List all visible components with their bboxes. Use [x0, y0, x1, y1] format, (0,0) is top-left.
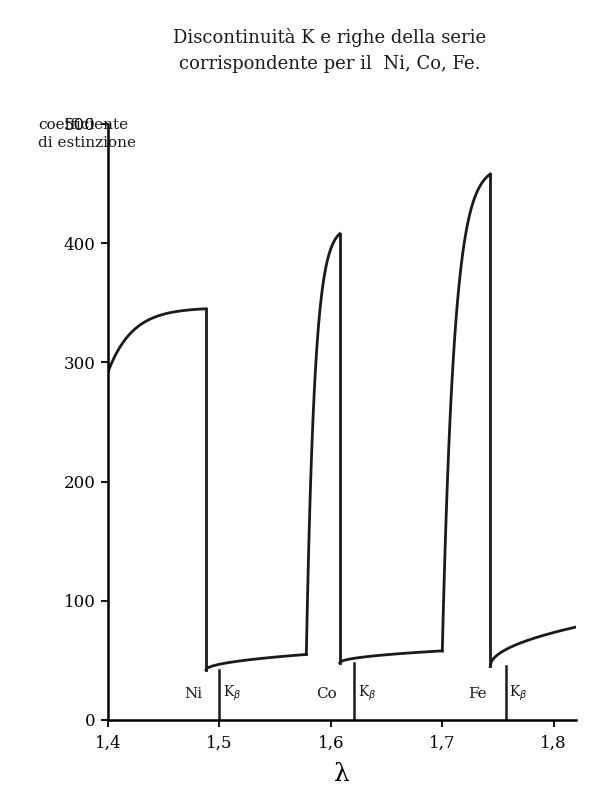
Text: Fe: Fe	[468, 686, 487, 701]
Text: K$_\beta$: K$_\beta$	[223, 684, 241, 703]
X-axis label: λ: λ	[334, 763, 350, 786]
Text: K$_\beta$: K$_\beta$	[509, 684, 527, 703]
Text: Co: Co	[316, 686, 337, 701]
Text: K$_\beta$: K$_\beta$	[358, 684, 376, 703]
Text: Discontinuità K e righe della serie
corrispondente per il  Ni, Co, Fe.: Discontinuità K e righe della serie corr…	[173, 28, 487, 74]
Text: Ni: Ni	[185, 686, 203, 701]
Text: coefficiente
di estinzione: coefficiente di estinzione	[38, 118, 136, 150]
